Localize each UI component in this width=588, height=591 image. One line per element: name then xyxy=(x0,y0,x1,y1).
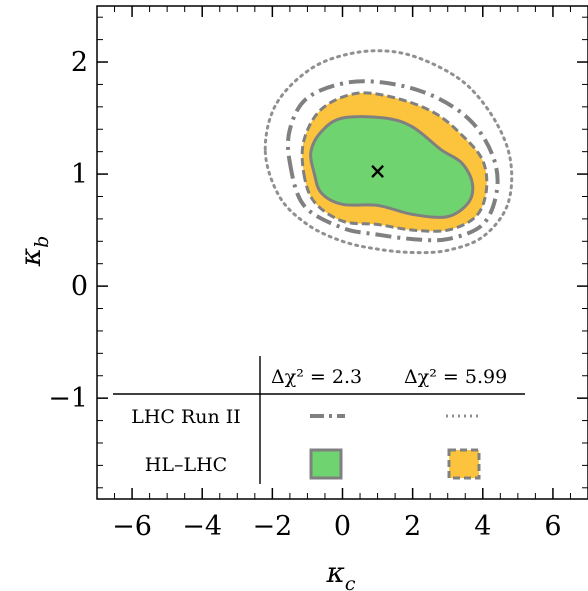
contour-lhc-run-ii-5-99 xyxy=(263,49,514,255)
y-tick-label: 0 xyxy=(71,271,88,302)
y-tick-label: −1 xyxy=(48,383,88,414)
legend-swatch-hl-5-99 xyxy=(447,448,481,480)
legend-row-lhc-run2: LHC Run II xyxy=(131,406,241,428)
legend-swatch-hl-2-3 xyxy=(309,448,343,480)
contour-hl-lhc-2-3 xyxy=(309,115,475,219)
legend-col-label-5-99: Δχ² = 5.99 xyxy=(404,366,507,388)
contour-lhc-run-ii-2-3 xyxy=(285,79,500,243)
legend: Δχ² = 2.3 Δχ² = 5.99 LHC Run II HL–LHC xyxy=(113,356,525,484)
x-axis-ticks: −6 −4 −2 0 2 4 6 xyxy=(96,6,588,542)
x-tick-label: 2 xyxy=(404,511,421,542)
legend-row-hl-lhc: HL–LHC xyxy=(145,454,227,476)
x-tick-label: −6 xyxy=(112,511,152,542)
best-fit-marker: × xyxy=(368,159,386,185)
x-tick-label: −2 xyxy=(252,511,292,542)
y-tick-label: 2 xyxy=(71,47,88,78)
x-tick-label: −4 xyxy=(182,511,222,542)
x-axis-label: κc xyxy=(325,556,355,591)
x-tick-label: 6 xyxy=(544,511,561,542)
legend-col-label-2-3: Δχ² = 2.3 xyxy=(271,366,362,388)
contour-layer xyxy=(263,49,514,255)
y-axis-label: κb xyxy=(14,236,53,268)
y-axis-ticks: −1 0 1 2 xyxy=(48,16,588,489)
y-tick-label: 1 xyxy=(71,159,88,190)
x-tick-label: 4 xyxy=(474,511,491,542)
x-tick-label: 0 xyxy=(334,511,351,542)
